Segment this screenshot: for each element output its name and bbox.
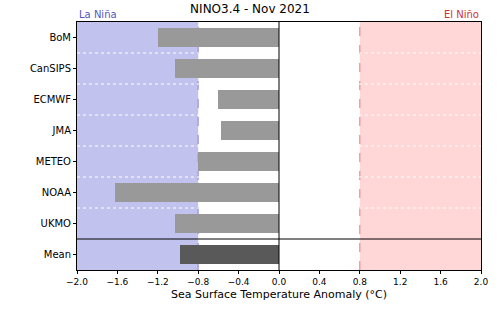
svg-text:Sea Surface Temperature Anomal: Sea Surface Temperature Anomaly (°C) [171,288,387,301]
svg-text:ECMWF: ECMWF [33,94,71,105]
svg-text:−0.4: −0.4 [228,277,250,287]
svg-text:Mean: Mean [44,249,71,260]
svg-text:METEO: METEO [36,156,71,167]
svg-text:La Niña: La Niña [79,9,117,20]
svg-text:2.0: 2.0 [474,277,489,287]
svg-text:BoM: BoM [49,32,71,43]
svg-text:−2.0: −2.0 [66,277,88,287]
svg-text:CanSIPS: CanSIPS [30,63,71,74]
svg-text:0.0: 0.0 [272,277,287,287]
svg-text:−1.2: −1.2 [147,277,169,287]
svg-text:1.2: 1.2 [393,277,407,287]
svg-text:1.6: 1.6 [433,277,448,287]
svg-text:0.4: 0.4 [312,277,327,287]
svg-text:−0.8: −0.8 [187,277,209,287]
svg-text:NINO3.4 - Nov 2021: NINO3.4 - Nov 2021 [190,2,310,16]
svg-text:JMA: JMA [52,125,72,136]
svg-text:UKMO: UKMO [41,218,72,229]
svg-text:El Niño: El Niño [444,9,479,20]
svg-text:0.8: 0.8 [353,277,368,287]
svg-text:−1.6: −1.6 [106,277,128,287]
svg-text:NOAA: NOAA [42,187,71,198]
